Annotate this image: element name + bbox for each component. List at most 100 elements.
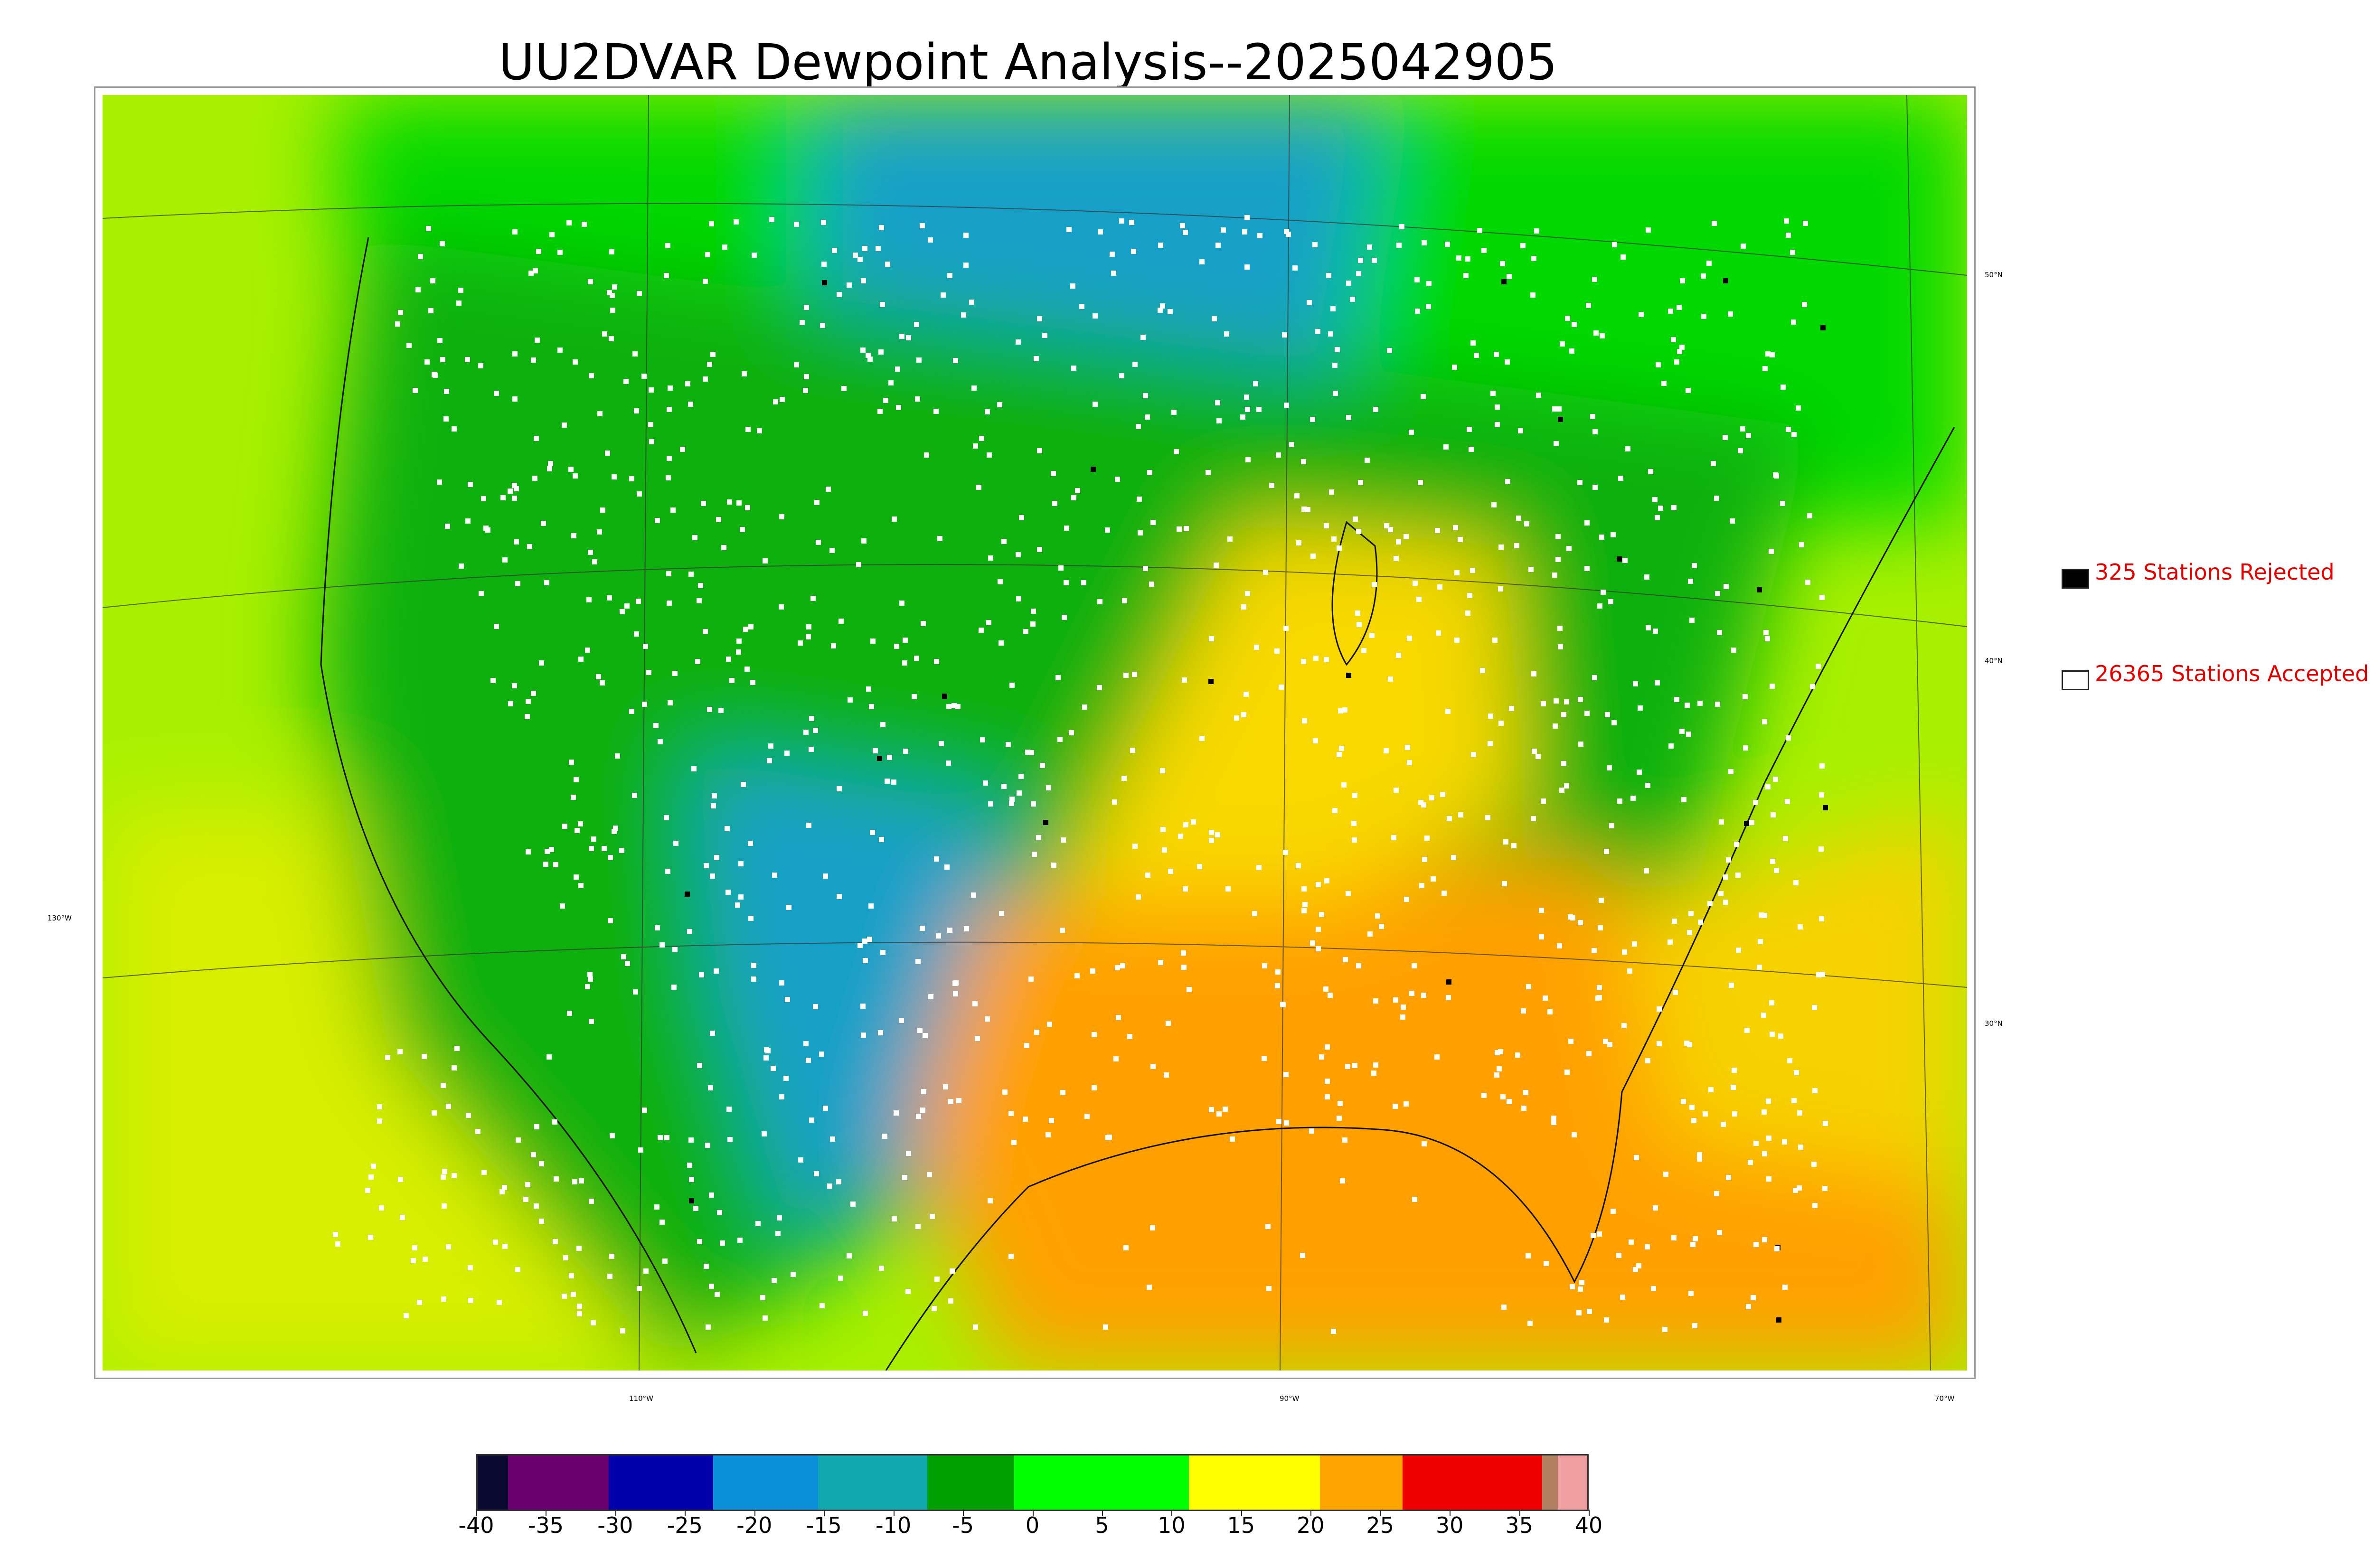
station-dot [1584, 520, 1590, 526]
station-dot [539, 660, 544, 666]
station-dot [1805, 580, 1810, 585]
station-dot [1521, 1008, 1526, 1014]
station-dot [973, 443, 978, 449]
station-dot [708, 1085, 713, 1090]
station-dot [1132, 844, 1138, 849]
station-dot [1415, 309, 1420, 314]
station-dot [571, 533, 576, 538]
map-title: UU2DVAR Dewpoint Analysis--2025042905 [498, 33, 1558, 91]
station-dot [573, 359, 578, 365]
station-dot [1618, 476, 1623, 481]
station-dot [1042, 333, 1047, 338]
station-dot [1598, 925, 1603, 930]
station-dot [685, 381, 690, 386]
station-dot [1592, 429, 1598, 434]
station-dot [1740, 426, 1745, 432]
dewpoint-map[interactable] [103, 95, 1967, 1371]
station-dot [879, 1266, 884, 1271]
station-dot [772, 873, 777, 878]
station-dot [980, 737, 985, 742]
station-dot [763, 1055, 769, 1061]
station-dot [1209, 830, 1214, 835]
station-dot [566, 220, 572, 225]
station-dot [1498, 545, 1504, 550]
station-dot [760, 1295, 765, 1300]
station-dot [1816, 664, 1821, 669]
station-dot [1070, 283, 1075, 289]
station-dot [934, 1277, 940, 1282]
station-dot [1373, 407, 1378, 412]
station-dot [827, 1183, 832, 1189]
station-dot [1029, 750, 1034, 755]
station-dot [620, 1328, 625, 1333]
station-dot [646, 670, 651, 675]
station-dot [1488, 741, 1493, 746]
station-dot [1578, 1286, 1583, 1292]
station-dot [1786, 427, 1791, 432]
station-dot [1498, 1049, 1503, 1054]
station-dot [1388, 676, 1393, 682]
station-dot [571, 795, 576, 800]
station-dot [1426, 281, 1432, 286]
station-dot [878, 349, 884, 355]
station-dot [1319, 1054, 1324, 1060]
station-dot [1242, 229, 1247, 235]
colorbar-tick [754, 1510, 755, 1516]
station-dot [1543, 995, 1548, 1001]
station-dot [779, 514, 784, 519]
station-dot [939, 741, 944, 746]
station-dot [823, 1106, 828, 1111]
station-dot [1279, 685, 1284, 690]
station-dot [1717, 1230, 1722, 1235]
station-dot [891, 779, 896, 785]
station-dot [1440, 792, 1445, 797]
station-dot [1599, 898, 1604, 903]
station-dot [1446, 979, 1451, 985]
station-dot [1097, 685, 1102, 690]
station-dot [1292, 265, 1298, 271]
station-dot [1819, 595, 1825, 600]
station-dot [1352, 837, 1357, 843]
station-dot [736, 649, 741, 655]
colorbar-tick [1450, 1510, 1451, 1516]
station-dot [1409, 991, 1414, 996]
station-dot [1515, 1052, 1520, 1058]
station-dot [637, 291, 642, 296]
station-dot [1570, 915, 1575, 920]
station-dot [1471, 752, 1476, 757]
station-dot [602, 846, 607, 851]
station-dot [1090, 968, 1095, 974]
colorbar-segment [818, 1455, 927, 1510]
station-dot [1412, 1197, 1417, 1202]
station-dot [975, 1036, 980, 1041]
station-dot [1160, 768, 1165, 773]
station-dot [1523, 1090, 1528, 1095]
station-dot [1500, 261, 1505, 266]
station-dot [863, 1311, 868, 1316]
station-dot [704, 1264, 709, 1269]
station-dot [446, 1244, 451, 1249]
station-dot [539, 1161, 544, 1166]
station-dot [578, 821, 583, 826]
station-dot [847, 282, 852, 288]
station-dot [1608, 599, 1613, 604]
station-dot [1782, 1285, 1788, 1290]
station-dot [571, 1292, 576, 1297]
station-dot [1565, 316, 1570, 321]
station-dot [757, 428, 762, 433]
station-dot [1723, 874, 1728, 880]
station-dot [942, 694, 947, 699]
station-dot [920, 223, 925, 228]
station-dot [589, 1019, 594, 1024]
station-dot [1361, 648, 1366, 653]
station-dot [953, 991, 958, 996]
station-dot [440, 357, 445, 362]
station-dot [632, 793, 637, 798]
station-dot [1819, 763, 1825, 769]
station-dot [806, 1058, 811, 1063]
station-dot [1708, 1087, 1714, 1092]
station-dot [1799, 542, 1804, 547]
station-dot [1497, 1066, 1502, 1071]
station-dot [944, 864, 950, 870]
latitude-label-40n: 40°N [1985, 657, 2003, 665]
